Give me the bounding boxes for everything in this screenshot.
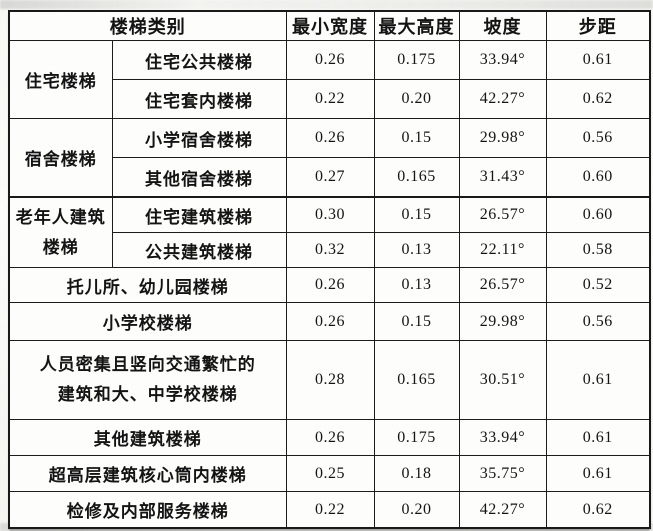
slope-cell: 42.27° — [458, 491, 547, 529]
subcategory-cell: 住宅建筑楼梯 — [111, 198, 287, 233]
table-row: 检修及内部服务楼梯 0.22 0.20 42.27° 0.62 — [8, 491, 651, 529]
row-name-cell: 超高层建筑核心筒内楼梯 — [8, 455, 287, 492]
min-width-cell: 0.26 — [285, 40, 375, 80]
table-row: 其他建筑楼梯 0.26 0.175 33.94° 0.61 — [8, 419, 651, 456]
slope-cell: 31.43° — [458, 157, 547, 198]
min-width-cell: 0.27 — [285, 157, 375, 198]
min-width-cell: 0.30 — [285, 198, 375, 233]
slope-cell: 33.94° — [458, 40, 547, 80]
scan-smudge-top — [0, 0, 653, 9]
max-height-cell: 0.175 — [373, 419, 460, 456]
category-group-cell: 宿舍楼梯 — [8, 118, 113, 198]
min-width-cell: 0.22 — [285, 79, 375, 119]
slope-cell: 42.27° — [458, 79, 547, 119]
max-height-cell: 0.13 — [373, 267, 460, 303]
category-group-cell: 住宅楼梯 — [8, 40, 113, 119]
table-header-row: 楼梯类别 最小宽度 最大高度 坡度 步距 — [8, 10, 651, 41]
slope-cell: 29.98° — [458, 118, 547, 158]
max-height-cell: 0.15 — [373, 198, 460, 233]
header-cell-slope: 坡度 — [458, 10, 547, 41]
subcategory-cell: 小学宿舍楼梯 — [111, 118, 287, 158]
stair-table-lower: 老年人建筑 楼梯 住宅建筑楼梯 0.30 0.15 26.57° 0.60 公共… — [8, 198, 651, 529]
max-height-cell: 0.20 — [373, 79, 460, 119]
step-cell: 0.56 — [545, 118, 651, 158]
table-row: 住宅套内楼梯 0.22 0.20 42.27° 0.62 — [9, 79, 651, 119]
table-row: 老年人建筑 楼梯 住宅建筑楼梯 0.30 0.15 26.57° 0.60 — [8, 198, 651, 268]
max-height-cell: 0.15 — [373, 118, 460, 158]
header-cell-min-width: 最小宽度 — [285, 10, 375, 41]
table-row: 公共建筑楼梯 0.32 0.13 22.11° 0.58 — [9, 232, 651, 268]
slope-cell: 30.51° — [458, 340, 547, 420]
max-height-cell: 0.18 — [373, 455, 460, 492]
header-cell-max-height: 最大高度 — [373, 10, 460, 41]
min-width-cell: 0.26 — [285, 267, 375, 303]
min-width-cell: 0.26 — [285, 302, 375, 341]
step-cell: 0.56 — [545, 302, 651, 341]
max-height-cell: 0.13 — [373, 232, 460, 268]
min-width-cell: 0.26 — [285, 118, 375, 158]
step-cell: 0.58 — [545, 232, 651, 268]
header-cell-category: 楼梯类别 — [8, 10, 287, 41]
table-row: 小学校楼梯 0.26 0.15 29.98° 0.56 — [8, 302, 651, 341]
slope-cell: 29.98° — [458, 302, 547, 341]
row-name-cell: 其他建筑楼梯 — [8, 419, 287, 456]
min-width-cell: 0.26 — [285, 419, 375, 456]
min-width-cell: 0.22 — [285, 491, 375, 529]
max-height-cell: 0.15 — [373, 302, 460, 341]
slope-cell: 33.94° — [458, 419, 547, 456]
slope-cell: 26.57° — [458, 267, 547, 303]
subcategory-cell: 住宅套内楼梯 — [111, 79, 287, 119]
table-row: 宿舍楼梯 小学宿舍楼梯 0.26 0.15 29.98° 0.56 — [8, 118, 651, 198]
step-cell: 0.62 — [545, 491, 651, 529]
step-cell: 0.60 — [545, 157, 651, 198]
stair-table-upper: 楼梯类别 最小宽度 最大高度 坡度 步距 住宅楼梯 住宅公共楼梯 0.26 0.… — [8, 10, 651, 198]
subcategory-cell: 公共建筑楼梯 — [111, 232, 287, 268]
min-width-cell: 0.25 — [285, 455, 375, 492]
step-cell: 0.61 — [545, 419, 651, 456]
step-cell: 0.61 — [545, 455, 651, 492]
header-cell-step: 步距 — [545, 10, 651, 41]
max-height-cell: 0.165 — [373, 340, 460, 420]
step-cell: 0.52 — [545, 267, 651, 303]
step-cell: 0.61 — [545, 40, 651, 80]
max-height-cell: 0.165 — [373, 157, 460, 198]
step-cell: 0.60 — [545, 198, 651, 233]
table-row: 人员密集且竖向交通繁忙的 建筑和大、中学校楼梯 0.28 0.165 30.51… — [8, 340, 651, 420]
row-name-cell: 检修及内部服务楼梯 — [8, 491, 287, 529]
row-name-cell: 人员密集且竖向交通繁忙的 建筑和大、中学校楼梯 — [8, 340, 287, 420]
slope-cell: 35.75° — [458, 455, 547, 492]
min-width-cell: 0.28 — [285, 340, 375, 420]
row-name-cell: 小学校楼梯 — [8, 302, 287, 341]
step-cell: 0.62 — [545, 79, 651, 119]
slope-cell: 22.11° — [458, 232, 547, 268]
max-height-cell: 0.20 — [373, 491, 460, 529]
table-row: 其他宿舍楼梯 0.27 0.165 31.43° 0.60 — [9, 157, 651, 198]
row-name-cell: 托儿所、幼儿园楼梯 — [8, 267, 287, 303]
category-group-cell: 老年人建筑 楼梯 — [8, 198, 113, 268]
min-width-cell: 0.32 — [285, 232, 375, 268]
slope-cell: 26.57° — [458, 198, 547, 233]
subcategory-cell: 其他宿舍楼梯 — [111, 157, 287, 198]
table-row: 超高层建筑核心筒内楼梯 0.25 0.18 35.75° 0.61 — [8, 455, 651, 492]
table-row: 托儿所、幼儿园楼梯 0.26 0.13 26.57° 0.52 — [8, 267, 651, 303]
subcategory-cell: 住宅公共楼梯 — [111, 40, 287, 80]
table-row: 住宅楼梯 住宅公共楼梯 0.26 0.175 33.94° 0.61 — [8, 40, 651, 119]
max-height-cell: 0.175 — [373, 40, 460, 80]
step-cell: 0.61 — [545, 340, 651, 420]
